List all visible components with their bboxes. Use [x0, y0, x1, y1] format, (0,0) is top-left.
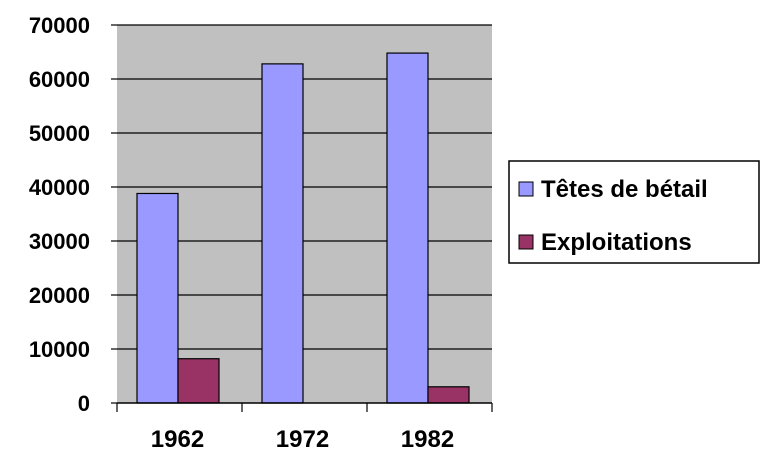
bar-tetes-de-betail-1962	[136, 192, 179, 404]
y-tick-label: 0	[78, 391, 90, 416]
bar-tetes-de-betail-1972	[261, 63, 304, 404]
legend: Têtes de bétail Exploitations	[508, 160, 760, 264]
y-tick-label: 20000	[29, 283, 90, 308]
y-tick-label: 60000	[29, 67, 90, 92]
bar-exploitations-1982	[427, 386, 470, 404]
plot-area	[117, 25, 492, 403]
legend-swatch-exploitations	[518, 234, 534, 250]
legend-swatch-tetes-de-betail	[518, 181, 534, 197]
legend-label-exploitations: Exploitations	[541, 229, 692, 256]
y-axis-tick-labels: 0 10000 20000 30000 40000 50000 60000 70000	[29, 13, 117, 416]
legend-box	[508, 160, 760, 264]
x-axis-ticks	[116, 403, 493, 412]
y-tick-label: 40000	[29, 175, 90, 200]
bars	[136, 52, 470, 404]
x-category-label: 1972	[276, 426, 329, 453]
y-tick-label: 50000	[29, 121, 90, 146]
x-axis-category-labels: 1962 1972 1982	[151, 426, 454, 453]
x-category-label: 1962	[151, 426, 204, 453]
bar-exploitations-1962	[177, 358, 220, 404]
gridlines	[117, 24, 492, 350]
legend-label-tetes-de-betail: Têtes de bétail	[541, 176, 708, 203]
y-tick-label: 10000	[29, 337, 90, 362]
bar-tetes-de-betail-1982	[386, 52, 429, 404]
x-category-label: 1982	[401, 426, 454, 453]
y-tick-label: 70000	[29, 13, 90, 38]
y-tick-label: 30000	[29, 229, 90, 254]
